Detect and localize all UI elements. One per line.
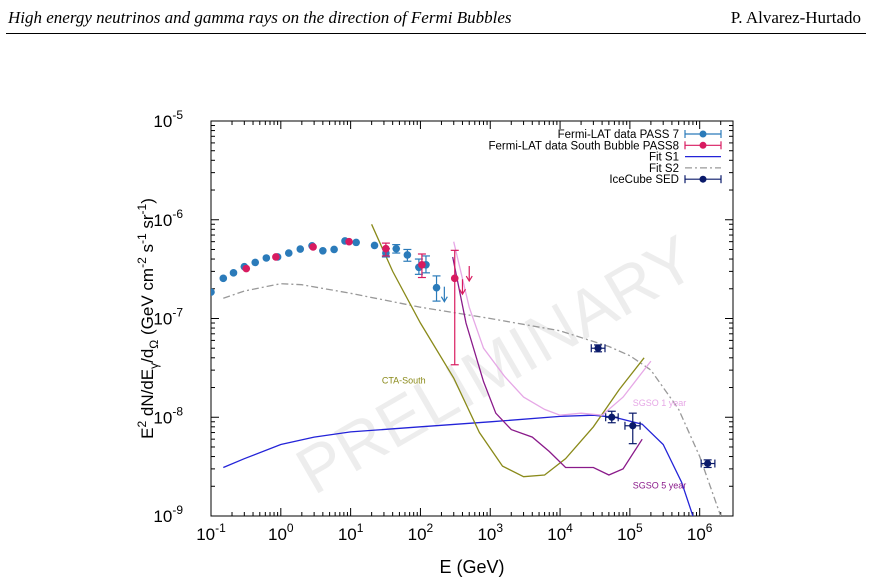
data-point: [418, 260, 426, 269]
icecube-point: [594, 344, 602, 352]
legend-label: Fit S2: [649, 163, 679, 175]
data-point: [382, 244, 390, 253]
upper-limit-head: [440, 296, 448, 303]
upper-limit-head: [465, 275, 473, 283]
icecube-point: [608, 413, 616, 421]
y-tick-label: 10-9: [153, 503, 183, 526]
data-point: [211, 288, 215, 296]
data-point: [284, 249, 293, 257]
x-tick-label: 106: [687, 521, 713, 544]
data-point: [272, 253, 280, 261]
legend-marker: [699, 141, 707, 149]
data-point: [251, 258, 260, 267]
icecube-point: [629, 422, 637, 430]
x-tick-label: 104: [547, 521, 573, 544]
data-layer: CTA-South SGSO 1 year SGSO 5 year: [211, 224, 722, 516]
series-line-fit-s2: [223, 283, 722, 516]
y-tick-label: 10-5: [153, 108, 183, 131]
data-point: [262, 254, 271, 262]
curve-label: SGSO 1 year: [633, 398, 687, 408]
header-rule: [6, 33, 866, 34]
y-tick-label: 10-7: [153, 306, 183, 329]
x-tick-label: 10-1: [196, 521, 226, 544]
data-point: [345, 237, 353, 246]
data-point: [392, 244, 401, 253]
data-point: [319, 246, 327, 255]
data-point: [330, 245, 338, 254]
icecube-point: [704, 459, 712, 468]
x-axis-label: E (GeV): [439, 557, 504, 577]
curve-label: SGSO 5 year: [633, 480, 687, 490]
axes-layer: 10-1 100 101 102 103 104 105 106 10-9 10-8 10-7 10-…: [135, 108, 734, 577]
legend-marker: [699, 130, 707, 138]
data-point: [403, 251, 412, 259]
x-tick-label: 105: [617, 521, 643, 544]
x-tick-label: 100: [268, 521, 294, 544]
paper-title: High energy neutrinos and gamma rays on …: [8, 8, 512, 27]
x-tick-label: 102: [408, 521, 434, 544]
legend-label: Fermi-LAT data South Bubble PASS8: [489, 140, 680, 152]
data-point: [309, 243, 317, 251]
y-tick-label: 10-8: [153, 404, 183, 427]
plot-content: [211, 224, 722, 516]
curve-label: CTA-South: [382, 375, 426, 385]
data-point: [352, 238, 360, 247]
legend-marker: [699, 175, 707, 183]
paper-author: P. Alvarez-Hurtado: [730, 8, 861, 27]
legend-label: IceCube SED: [609, 174, 679, 186]
series-line-fit-s1: [223, 414, 694, 516]
x-tick-label: 101: [338, 521, 364, 544]
series-line-cta-south: [371, 224, 645, 478]
data-point: [370, 241, 379, 250]
y-tick-label: 10-6: [153, 207, 183, 230]
data-point: [450, 274, 459, 283]
legend-label: Fermi-LAT data PASS 7: [558, 129, 679, 141]
data-point: [296, 245, 305, 253]
series-line-sgso-1-year: [453, 241, 652, 416]
y-axis-label: E2 dN/dEγ/dΩ (GeV cm-2 s-1 sr-1): [135, 198, 161, 439]
series-line-sgso-5-year: [452, 256, 643, 476]
upper-limit-head: [458, 288, 466, 296]
data-point: [229, 269, 238, 277]
data-point: [219, 274, 228, 283]
legend-label: Fit S1: [649, 152, 679, 164]
x-tick-label: 103: [477, 521, 503, 544]
data-point: [432, 283, 441, 292]
page-header: High energy neutrinos and gamma rays on …: [0, 0, 871, 34]
data-point: [242, 264, 251, 273]
